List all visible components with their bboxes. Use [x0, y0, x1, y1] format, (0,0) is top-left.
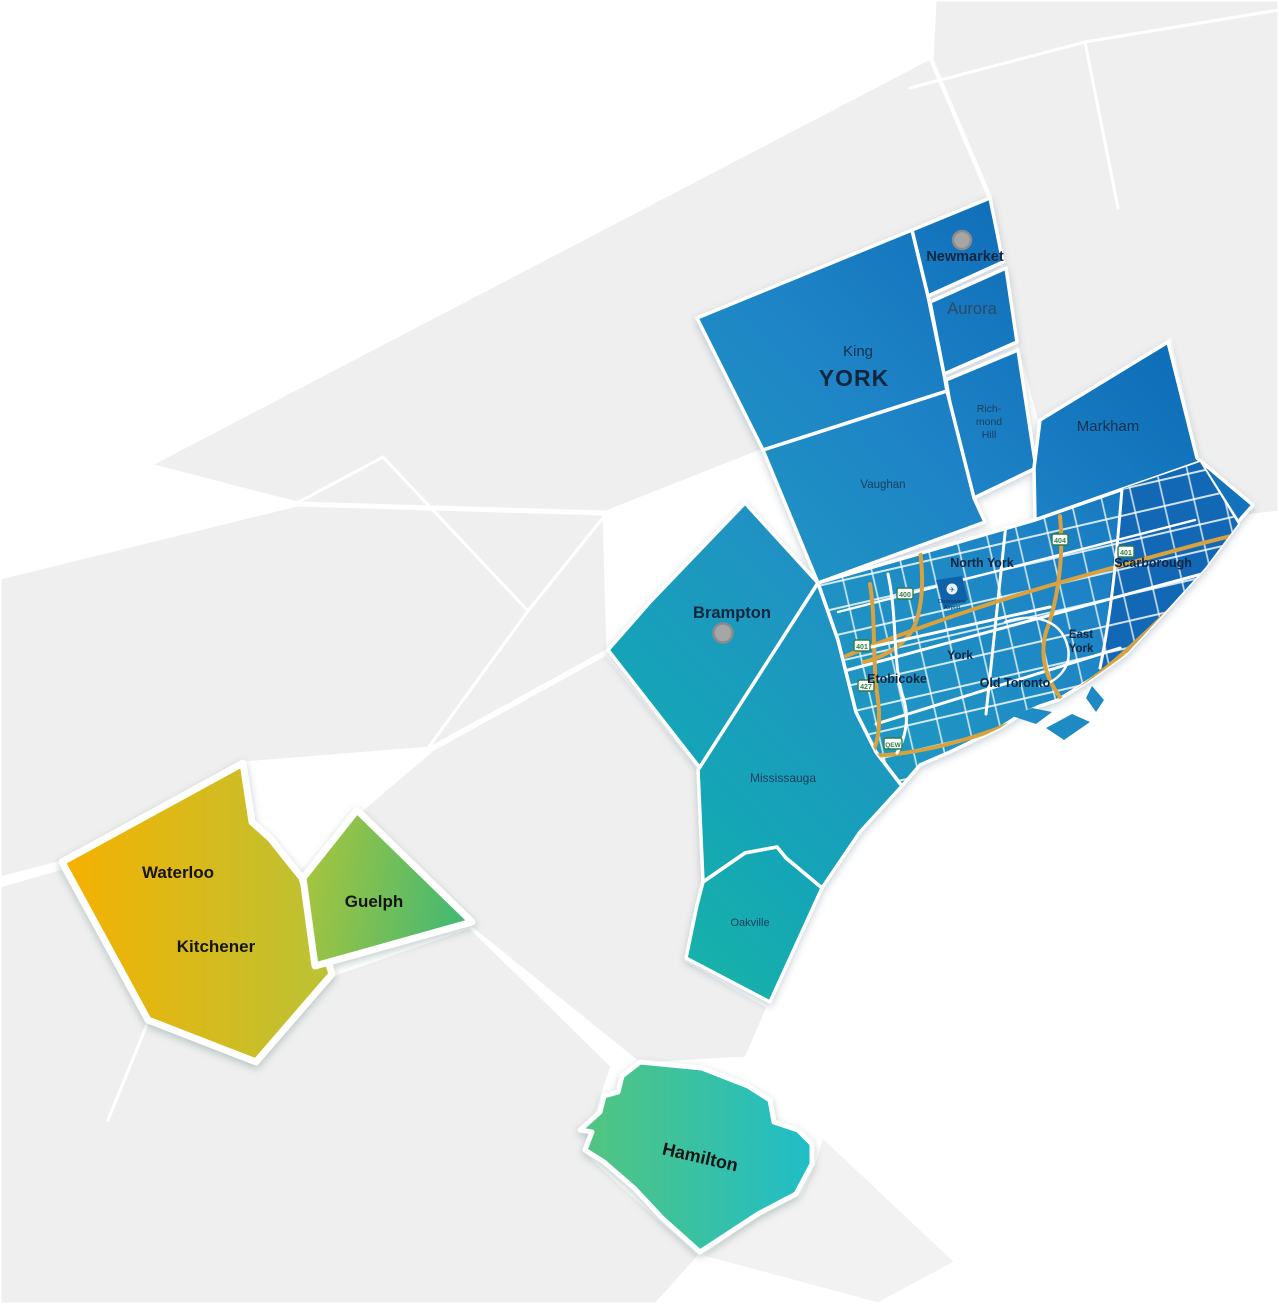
- highway-shields: 400 404 401 401 427 QEW: [853, 533, 1135, 750]
- airport-label-line1: Downsview: [938, 599, 966, 605]
- label-north-york: North York: [950, 556, 1013, 570]
- shield-400: 400: [896, 587, 914, 600]
- label-scarborough: Scarborough: [1114, 556, 1192, 570]
- label-aurora: Aurora: [947, 300, 997, 318]
- label-vaughan: Vaughan: [860, 479, 905, 491]
- toronto-islands: [1012, 686, 1104, 740]
- svg-text:404: 404: [1054, 538, 1066, 545]
- region-waterloo-kitchener[interactable]: [58, 759, 336, 1066]
- newmarket-marker-dot[interactable]: [951, 229, 973, 251]
- brampton-marker-dot[interactable]: [712, 622, 734, 644]
- parcel-west: [0, 503, 610, 880]
- label-old-toronto: Old Toronto: [980, 676, 1051, 690]
- shield-401-west: 401: [853, 639, 871, 652]
- label-etobicoke: Etobicoke: [867, 672, 927, 686]
- label-waterloo: Waterloo: [142, 863, 214, 882]
- svg-text:York: York: [1069, 643, 1094, 655]
- airport-label-line2: Airport: [944, 605, 961, 611]
- shield-404: 404: [1051, 533, 1069, 546]
- parcel-boundary-lines: [106, 8, 1279, 1122]
- label-york-region: YORK: [819, 365, 889, 391]
- district-borders: [856, 487, 1124, 755]
- label-brampton: Brampton: [693, 604, 771, 622]
- airport-area: ✈ Downsview Airport: [936, 576, 968, 611]
- svg-text:401: 401: [1120, 550, 1132, 557]
- svg-text:QEW: QEW: [885, 742, 901, 749]
- label-oakville: Oakville: [730, 917, 769, 929]
- svg-text:Rich-: Rich-: [977, 403, 1002, 415]
- label-king: King: [843, 343, 873, 360]
- svg-text:Hill: Hill: [982, 429, 997, 441]
- toronto-major-roads: [836, 518, 1237, 726]
- svg-text:400: 400: [899, 592, 911, 599]
- label-markham: Markham: [1077, 418, 1140, 435]
- label-mississauga: Mississauga: [750, 771, 816, 785]
- svg-text:East: East: [1069, 629, 1093, 641]
- label-york: York: [947, 648, 973, 662]
- svg-text:401: 401: [856, 644, 868, 651]
- label-kitchener: Kitchener: [177, 937, 256, 956]
- region-hamilton[interactable]: [577, 1059, 815, 1255]
- label-richmond-hill: Rich- mond Hill: [976, 403, 1002, 441]
- shield-401-east: 401: [1117, 545, 1135, 558]
- region-vaughan[interactable]: [761, 389, 987, 585]
- label-newmarket: Newmarket: [926, 249, 1004, 265]
- shield-qew: QEW: [883, 737, 903, 750]
- highway-427: [868, 582, 882, 756]
- label-east-york: East York: [1069, 629, 1094, 655]
- region-guelph[interactable]: [299, 806, 476, 970]
- region-oakville[interactable]: [684, 845, 824, 1004]
- airport-icon: [946, 583, 958, 595]
- airport-plane-glyph: ✈: [949, 587, 955, 594]
- label-guelph: Guelph: [345, 892, 404, 911]
- shield-427: 427: [857, 679, 875, 692]
- highway-401: [844, 524, 1238, 658]
- svg-text:mond: mond: [976, 416, 1002, 428]
- svg-text:427: 427: [860, 684, 872, 691]
- region-aurora[interactable]: [928, 266, 1019, 376]
